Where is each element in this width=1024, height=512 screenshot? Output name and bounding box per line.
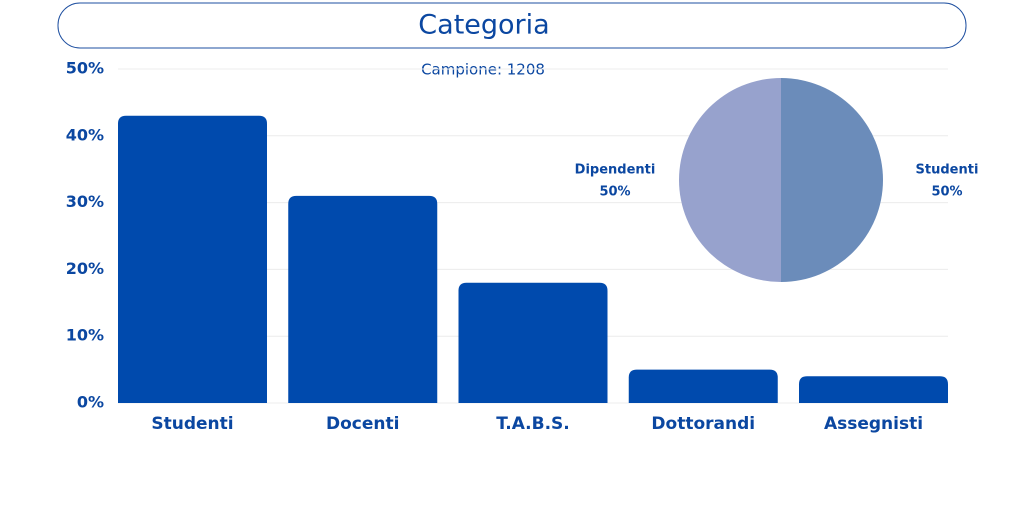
pie-slice xyxy=(679,78,781,282)
y-tick-label: 50% xyxy=(66,59,104,78)
y-tick-label: 10% xyxy=(66,326,104,345)
pie-label: Studenti xyxy=(916,163,979,178)
y-tick-label: 0% xyxy=(77,393,104,412)
pie-slice xyxy=(781,78,883,282)
x-tick-label: Docenti xyxy=(326,414,399,434)
pie-value-label: 50% xyxy=(599,185,630,200)
pie-label: Dipendenti xyxy=(575,163,656,178)
pie-value-label: 50% xyxy=(931,185,962,200)
bar xyxy=(118,115,267,403)
x-tick-label: Assegnisti xyxy=(824,414,923,434)
chart-title: Categoria xyxy=(418,10,549,41)
y-tick-label: 20% xyxy=(66,259,104,278)
x-tick-label: Dottorandi xyxy=(651,414,755,434)
bar xyxy=(799,376,948,403)
bar xyxy=(458,282,608,403)
bar xyxy=(628,369,778,403)
bar xyxy=(288,195,438,403)
x-tick-label: Studenti xyxy=(151,414,233,434)
y-tick-label: 40% xyxy=(66,125,104,144)
title-pill xyxy=(57,2,967,49)
y-tick-label: 30% xyxy=(66,192,104,211)
x-tick-label: T.A.B.S. xyxy=(496,414,570,434)
